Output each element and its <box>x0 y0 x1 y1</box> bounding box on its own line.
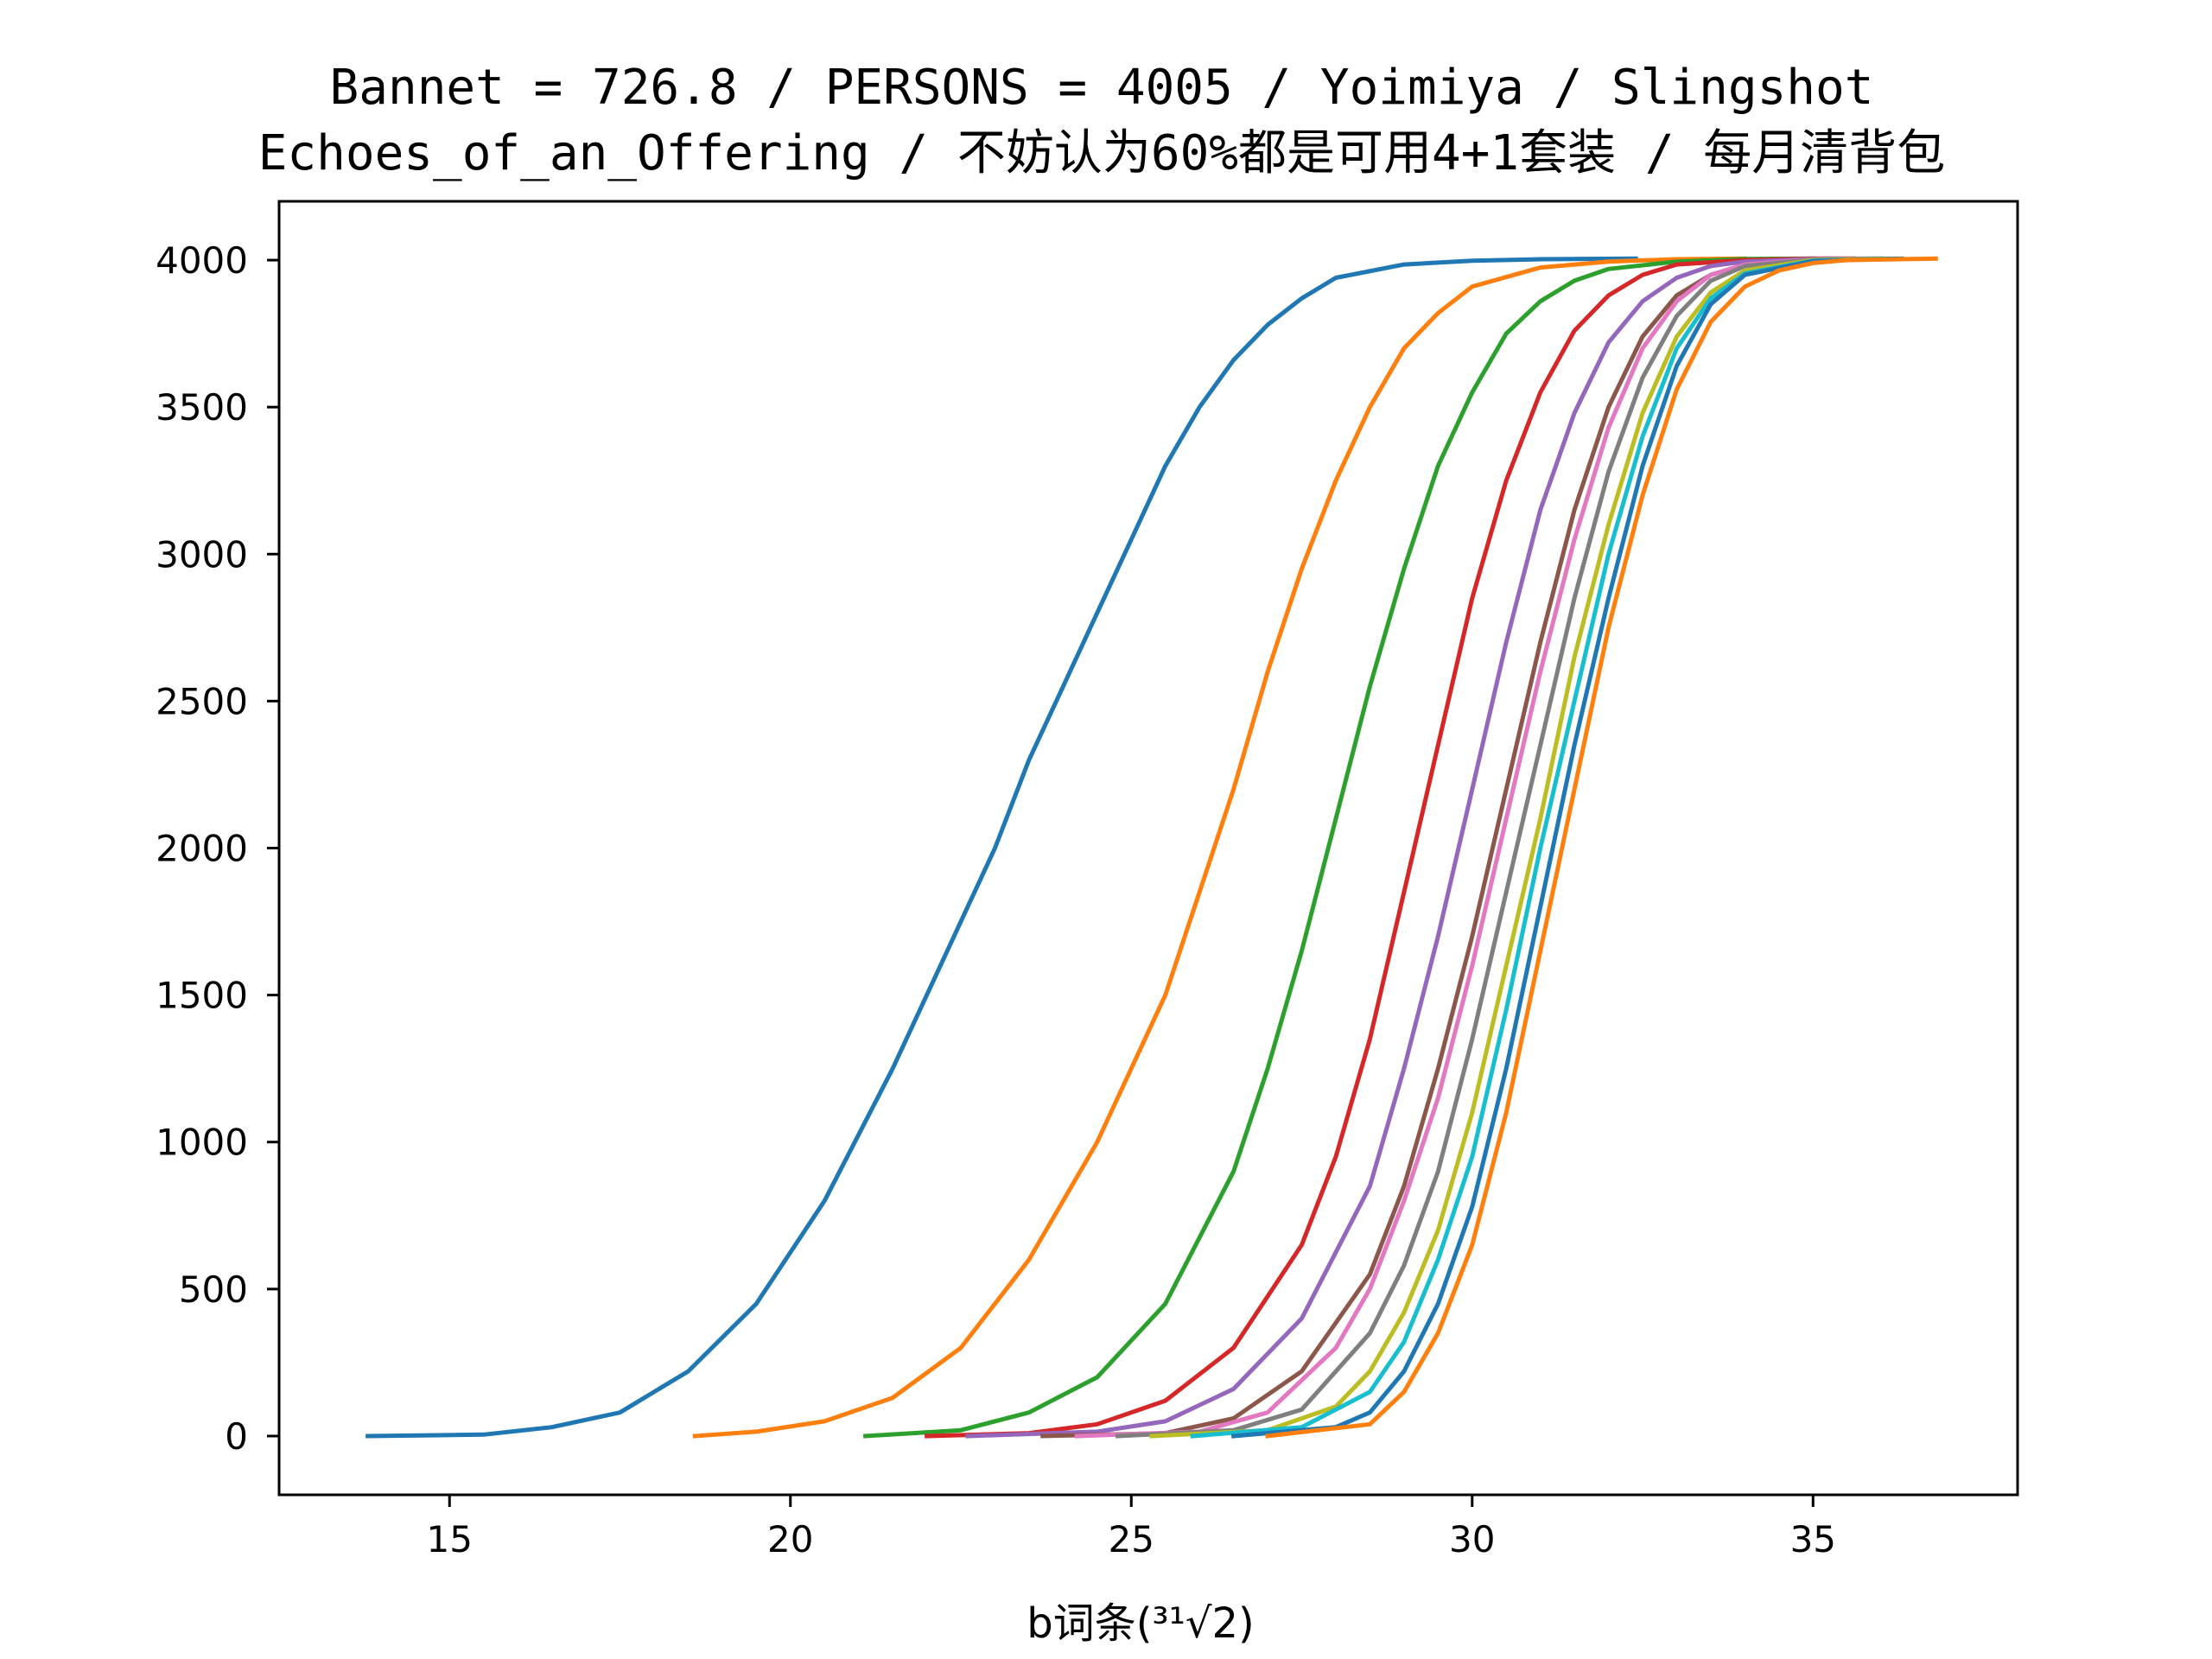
y-tick-label: 1000 <box>156 1122 248 1164</box>
y-tick-label: 3000 <box>156 533 248 575</box>
y-tick-label: 1500 <box>156 975 248 1017</box>
series-line-10 <box>1190 256 1897 1439</box>
plot-frame <box>277 200 2019 1497</box>
x-tick-label: 35 <box>1790 1518 1836 1560</box>
chart-subtitle: Echoes_of_an_Offering / 不妨认为60%都是可用4+1套装… <box>258 125 1946 181</box>
series-line-2 <box>692 256 1747 1439</box>
series-line-7 <box>1074 256 1884 1439</box>
x-tick-label: 20 <box>767 1518 813 1560</box>
series-line-5 <box>965 256 1870 1439</box>
y-tick-label: 2000 <box>156 828 248 870</box>
x-tick-label: 30 <box>1449 1518 1495 1560</box>
x-axis-label: b词条(³¹√2) <box>1027 1599 1255 1648</box>
y-tick-label: 4000 <box>156 239 248 282</box>
chart-title: Bannet = 726.8 / PERSONS = 4005 / Yoimiy… <box>330 60 1874 116</box>
series-line-8 <box>1115 256 1884 1439</box>
x-tick-label: 15 <box>427 1518 473 1560</box>
axes-layer: 15 20 25 30 35 0 500 1000 1500 2000 2500 3000 3500 40… <box>156 200 2019 1560</box>
series-line-3 <box>862 256 1815 1439</box>
series-line-12 <box>1265 256 1938 1439</box>
y-tick-label: 3500 <box>156 386 248 429</box>
y-tick-label: 500 <box>179 1268 248 1311</box>
series-line-4 <box>925 256 1857 1439</box>
series-line-9 <box>1149 256 1891 1439</box>
series-line-1 <box>365 256 1638 1439</box>
y-tick-label: 0 <box>225 1415 248 1458</box>
x-tick-label: 25 <box>1109 1518 1154 1560</box>
y-tick-label: 2500 <box>156 680 248 722</box>
series-layer <box>365 256 1938 1439</box>
series-line-11 <box>1230 256 1904 1439</box>
